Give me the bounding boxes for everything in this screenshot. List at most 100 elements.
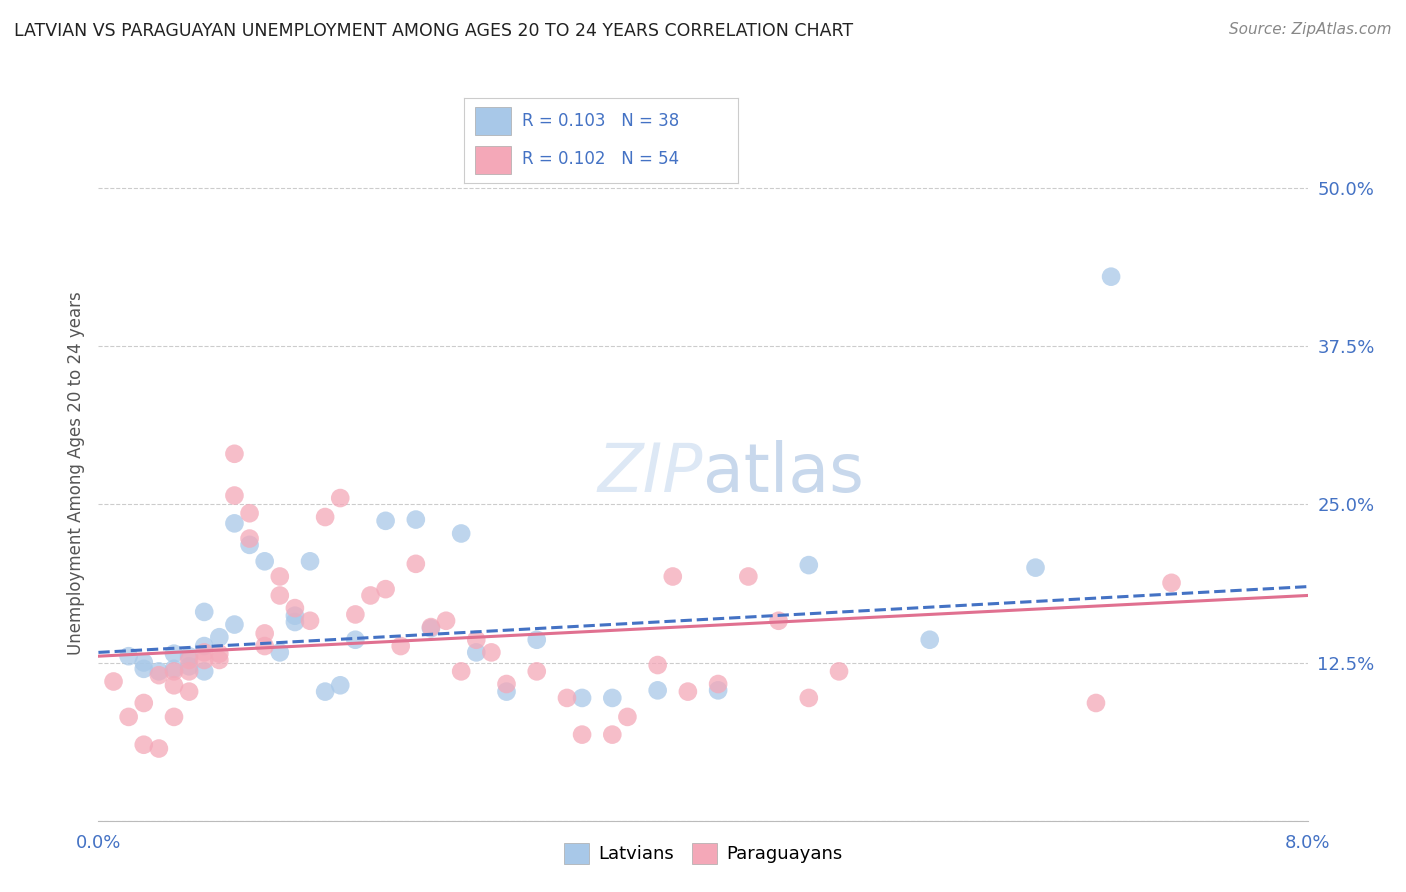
Point [737, 569, 759, 583]
Point [253, 626, 276, 640]
Point [359, 589, 381, 603]
Point [1160, 575, 1182, 590]
Point [224, 489, 246, 503]
Point [269, 589, 291, 603]
Point [314, 510, 336, 524]
Point [269, 645, 291, 659]
Point [132, 738, 155, 752]
Point [253, 554, 276, 568]
Point [224, 447, 246, 461]
Point [253, 639, 276, 653]
Point [163, 662, 186, 676]
Point [208, 630, 231, 644]
Point [148, 668, 170, 682]
Point [676, 684, 699, 698]
Point [239, 532, 262, 546]
Text: Source: ZipAtlas.com: Source: ZipAtlas.com [1229, 22, 1392, 37]
Point [239, 506, 262, 520]
Point [148, 741, 170, 756]
Point [389, 639, 412, 653]
Point [193, 665, 215, 679]
Point [132, 656, 155, 670]
Point [299, 554, 322, 568]
Y-axis label: Unemployment Among Ages 20 to 24 years: Unemployment Among Ages 20 to 24 years [66, 291, 84, 655]
Point [179, 665, 201, 679]
Point [419, 620, 441, 634]
Point [299, 614, 322, 628]
FancyBboxPatch shape [475, 107, 510, 136]
Point [768, 614, 790, 628]
Point [1099, 269, 1122, 284]
Point [179, 684, 201, 698]
Point [616, 710, 638, 724]
Point [571, 728, 593, 742]
Text: ZIP: ZIP [598, 440, 703, 506]
Point [374, 582, 396, 596]
Point [284, 601, 307, 615]
Point [103, 674, 125, 689]
Point [193, 645, 215, 659]
Text: LATVIAN VS PARAGUAYAN UNEMPLOYMENT AMONG AGES 20 TO 24 YEARS CORRELATION CHART: LATVIAN VS PARAGUAYAN UNEMPLOYMENT AMONG… [14, 22, 853, 40]
Point [179, 653, 201, 667]
Point [344, 607, 367, 622]
Point [602, 728, 624, 742]
Text: R = 0.103   N = 38: R = 0.103 N = 38 [522, 112, 679, 130]
Point [329, 678, 352, 692]
Point [193, 605, 215, 619]
FancyBboxPatch shape [475, 146, 510, 175]
Legend: Latvians, Paraguayans: Latvians, Paraguayans [557, 836, 849, 871]
Point [571, 690, 593, 705]
Point [707, 683, 730, 698]
Point [132, 696, 155, 710]
Point [179, 649, 201, 664]
Point [163, 647, 186, 661]
Point [797, 690, 820, 705]
Point [828, 665, 851, 679]
Point [208, 653, 231, 667]
Point [132, 662, 155, 676]
Text: atlas: atlas [703, 440, 863, 506]
Point [405, 557, 427, 571]
Point [224, 617, 246, 632]
Point [707, 677, 730, 691]
Point [118, 649, 141, 664]
Point [193, 653, 215, 667]
Point [193, 639, 215, 653]
Point [647, 658, 669, 673]
Point [148, 665, 170, 679]
Point [647, 683, 669, 698]
Point [555, 690, 578, 705]
Point [797, 558, 820, 573]
Point [1085, 696, 1108, 710]
Point [405, 512, 427, 526]
Point [239, 538, 262, 552]
Point [329, 491, 352, 505]
Point [465, 632, 488, 647]
Point [1024, 560, 1046, 574]
Point [118, 710, 141, 724]
Point [495, 684, 517, 698]
Point [314, 684, 336, 698]
Point [526, 665, 548, 679]
Point [269, 569, 291, 583]
Point [495, 677, 517, 691]
Point [284, 615, 307, 629]
Point [419, 621, 441, 635]
Point [918, 632, 941, 647]
Point [208, 647, 231, 661]
Point [224, 516, 246, 531]
Point [163, 665, 186, 679]
Point [434, 614, 457, 628]
Text: R = 0.102   N = 54: R = 0.102 N = 54 [522, 150, 679, 168]
Point [163, 710, 186, 724]
Point [602, 690, 624, 705]
Point [374, 514, 396, 528]
Point [661, 569, 683, 583]
Point [163, 678, 186, 692]
Point [465, 645, 488, 659]
Point [344, 632, 367, 647]
Point [450, 526, 472, 541]
Point [284, 608, 307, 623]
Point [526, 632, 548, 647]
Point [450, 665, 472, 679]
